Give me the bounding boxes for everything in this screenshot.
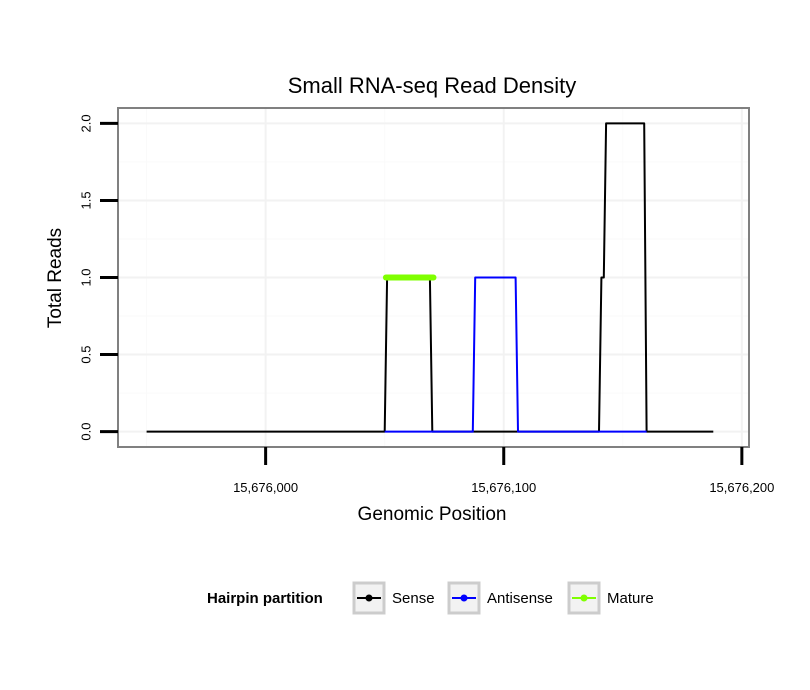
legend-entry-sense: Sense <box>352 581 435 615</box>
legend: Hairpin partition Sense Antisense Mature <box>207 581 654 615</box>
legend-key-point <box>365 594 373 602</box>
legend-entry-mature: Mature <box>567 581 654 615</box>
x-tick-label: 15,676,000 <box>233 480 298 495</box>
series-line-sense <box>146 122 714 433</box>
chart-title: Small RNA-seq Read Density <box>288 73 577 98</box>
legend-key-point <box>460 594 468 602</box>
legend-key-point <box>580 594 588 602</box>
y-tick-label: 1.5 <box>79 191 94 209</box>
x-tick-label: 15,676,200 <box>709 480 774 495</box>
legend-label: Mature <box>607 590 654 607</box>
y-tick-label: 1.0 <box>79 268 94 286</box>
series-lines <box>146 122 714 433</box>
axes: 0.0 0.5 1.0 1.5 2.0 15,676,000 15,676,100 15,67… <box>79 114 775 495</box>
legend-title: Hairpin partition <box>207 590 323 607</box>
legend-label: Antisense <box>487 590 553 607</box>
y-tick-label: 0.0 <box>79 423 94 441</box>
x-tick-label: 15,676,100 <box>471 480 536 495</box>
x-axis-title: Genomic Position <box>358 504 507 525</box>
y-tick-label: 0.5 <box>79 346 94 364</box>
legend-entry-antisense: Antisense <box>447 581 553 615</box>
legend-label: Sense <box>392 590 435 607</box>
y-axis-title: Total Reads <box>45 228 66 328</box>
y-tick-label: 2.0 <box>79 114 94 132</box>
series-line-antisense <box>384 276 647 433</box>
